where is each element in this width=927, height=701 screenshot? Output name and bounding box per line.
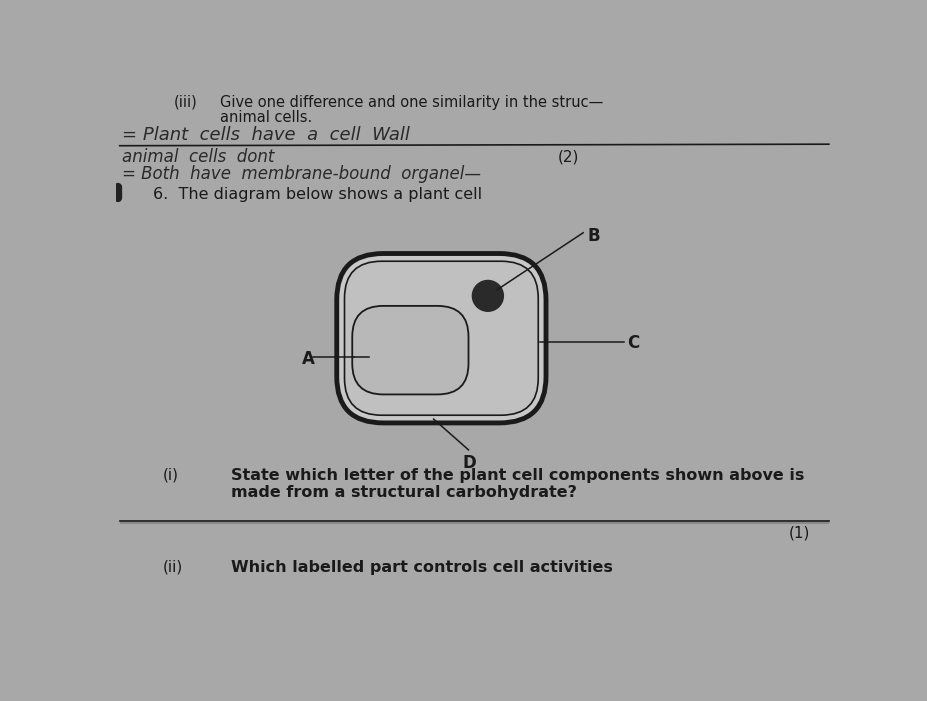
Text: made from a structural carbohydrate?: made from a structural carbohydrate? (231, 484, 577, 500)
Text: animal cells.: animal cells. (221, 110, 312, 125)
Text: State which letter of the plant cell components shown above is: State which letter of the plant cell com… (231, 468, 804, 482)
Text: (i): (i) (162, 468, 178, 482)
Text: B: B (587, 226, 600, 245)
Text: (iii): (iii) (174, 95, 197, 110)
FancyBboxPatch shape (345, 261, 539, 415)
Text: Which labelled part controls cell activities: Which labelled part controls cell activi… (231, 560, 613, 575)
Text: 6.  The diagram below shows a plant cell: 6. The diagram below shows a plant cell (153, 186, 482, 201)
Circle shape (473, 280, 503, 311)
Text: C: C (628, 334, 640, 353)
Text: = Both  have  membrane-bound  organel—: = Both have membrane-bound organel— (122, 165, 481, 183)
Text: Give one difference and one similarity in the struc—: Give one difference and one similarity i… (221, 95, 603, 110)
FancyBboxPatch shape (352, 306, 468, 395)
Text: D: D (463, 454, 476, 472)
Text: A: A (302, 350, 315, 368)
FancyBboxPatch shape (337, 254, 546, 423)
Text: (2): (2) (558, 149, 579, 165)
Text: animal  cells  dont: animal cells dont (122, 148, 274, 166)
Text: (ii): (ii) (162, 560, 183, 575)
Text: = Plant  cells  have  a  cell  Wall: = Plant cells have a cell Wall (122, 126, 410, 144)
Text: (1): (1) (789, 525, 810, 540)
